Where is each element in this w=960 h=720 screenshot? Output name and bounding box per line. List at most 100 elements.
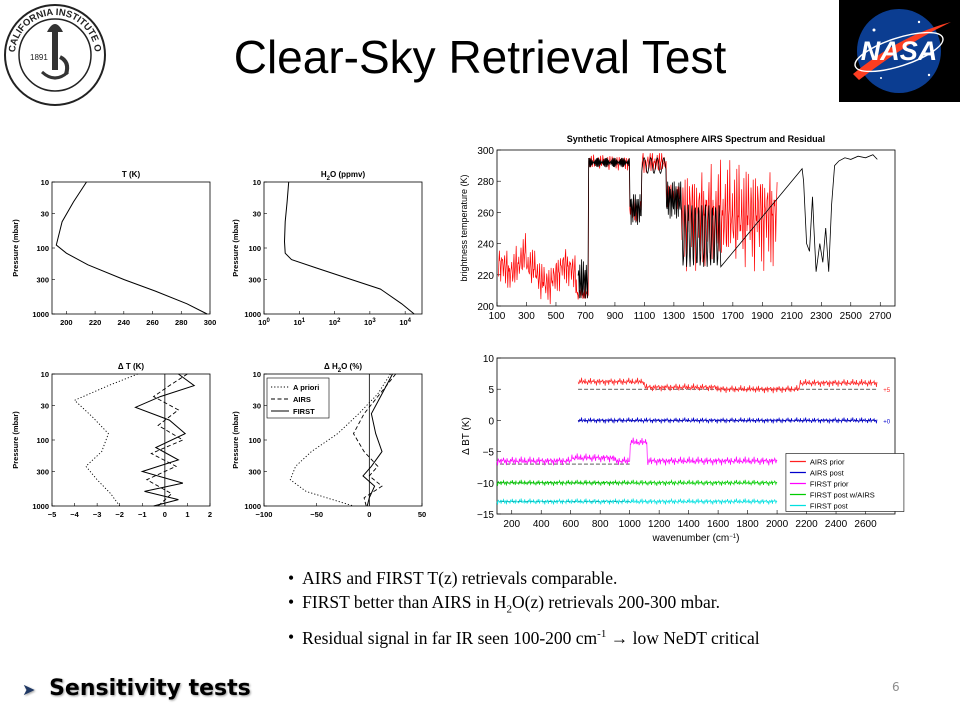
x-tick-label: 1200 — [648, 519, 671, 530]
slide-title: Clear-Sky Retrieval Test — [233, 31, 727, 83]
series-line-first — [362, 373, 393, 507]
x-tick-label: 0 — [163, 510, 167, 519]
legend-label: AIRS post — [810, 468, 845, 477]
x-tick-label: 0 — [367, 510, 371, 519]
y-tick-label: −15 — [477, 510, 494, 521]
nasa-logo: NASA — [839, 0, 960, 102]
x-tick-label: 260 — [146, 318, 159, 327]
legend-label: AIRS — [293, 395, 311, 404]
series-line-first-post-w-airs — [496, 479, 778, 487]
y-tick-label: 240 — [477, 240, 494, 251]
bullet-item: AIRS and FIRST T(z) retrievals comparabl… — [288, 568, 960, 589]
legend-label: FIRST — [293, 407, 315, 416]
x-tick-label: 1700 — [722, 311, 745, 322]
series-line-a-priori — [289, 373, 391, 507]
series-line-airs-prior — [577, 377, 878, 394]
plot-frame — [496, 149, 896, 307]
series-line-red — [498, 153, 778, 305]
y-tick-label: 30 — [41, 209, 49, 218]
series-line-airs-post — [577, 416, 878, 425]
x-tick-label: 1900 — [751, 311, 774, 322]
x-tick-label: 240 — [118, 318, 131, 327]
x-tick-label: 2200 — [795, 519, 818, 530]
bullet-list: AIRS and FIRST T(z) retrievals comparabl… — [288, 568, 960, 651]
x-tick-label: −100 — [256, 510, 273, 519]
x-tick-label: −5 — [48, 510, 57, 519]
series-line-0 — [55, 181, 208, 315]
x-tick-label: 2500 — [840, 311, 863, 322]
y-tick-label: 0 — [488, 416, 494, 427]
bullet-item: Residual signal in far IR seen 100-200 c… — [288, 624, 960, 649]
x-tick-label: 50 — [418, 510, 426, 519]
x-tick-label: 300 — [518, 311, 535, 322]
y-tick-label: 10 — [41, 178, 49, 187]
x-tick-label: 200 — [60, 318, 73, 327]
x-tick-label: 100 — [489, 311, 506, 322]
y-tick-label: 10 — [41, 370, 49, 379]
y-tick-label: 260 — [477, 208, 494, 219]
y-tick-label: 1000 — [244, 502, 261, 511]
x-tick-label: 1400 — [678, 519, 701, 530]
y-tick-label: 1000 — [32, 310, 49, 319]
x-axis-label: wavenumber (cm−1) — [652, 533, 740, 544]
x-tick-label: 1000 — [619, 519, 642, 530]
y-tick-label: 300 — [36, 275, 49, 284]
legend-label: FIRST post — [810, 501, 849, 510]
y-tick-label: 10 — [253, 370, 261, 379]
legend-label: AIRS prior — [810, 457, 845, 466]
y-tick-label: 10 — [253, 178, 261, 187]
x-tick-label: 1100 — [634, 311, 656, 322]
y-tick-label: 100 — [248, 436, 261, 445]
x-tick-label: 2100 — [781, 311, 804, 322]
offset-label: +5 — [883, 388, 891, 394]
x-tick-label: 200 — [503, 519, 520, 530]
y-tick-label: 100 — [36, 436, 49, 445]
page-number: 6 — [892, 680, 900, 694]
offset-label: +0 — [883, 419, 891, 425]
legend-label: FIRST post w/AIRS — [810, 490, 875, 499]
x-tick-label: 1600 — [707, 519, 730, 530]
chart-title: T (K) — [122, 170, 141, 179]
x-tick-label: 2000 — [766, 519, 789, 530]
y-axis-label: Δ BT (K) — [461, 417, 472, 455]
x-tick-label: −4 — [70, 510, 79, 519]
x-tick-label: 400 — [533, 519, 550, 530]
x-tick-label: 1300 — [663, 311, 686, 322]
temperature-profile-chart: T (K) Pressure (mbar) 10 30 100 300 1000 200 220… — [8, 160, 223, 334]
svg-text:NASA: NASA — [861, 36, 938, 66]
delta-temperature-chart: Δ T (K) Pressure (mbar) 10 30 100 300 1000 −5 −4… — [8, 348, 223, 532]
y-tick-label: −10 — [477, 479, 494, 490]
x-tick-label: 900 — [607, 311, 624, 322]
bullet-item: FIRST better than AIRS in H2O(z) retriev… — [288, 592, 960, 621]
residual-chart: Δ BT (K) wavenumber (cm−1) −15 −10 −5 0 5 10 200… — [455, 352, 915, 556]
x-tick-label: 104 — [399, 318, 411, 327]
y-tick-label: 30 — [253, 401, 261, 410]
y-tick-label: −5 — [483, 448, 495, 459]
x-tick-label: 2700 — [869, 311, 892, 322]
x-tick-label: 700 — [577, 311, 594, 322]
y-axis-label: Pressure (mbar) — [231, 219, 240, 277]
y-tick-label: 30 — [253, 209, 261, 218]
chart-title: Δ H2O (%) — [324, 362, 362, 374]
x-tick-label: 220 — [89, 318, 102, 327]
chart-title: Synthetic Tropical Atmosphere AIRS Spect… — [567, 134, 825, 144]
water-vapor-profile-chart: H2O (ppmv) Pressure (mbar) 10 30 100 300 1000 1… — [228, 160, 428, 334]
y-tick-label: 1000 — [244, 310, 261, 319]
chart-title: Δ T (K) — [118, 362, 145, 371]
delta-water-vapor-chart: Δ H2O (%) Pressure (mbar) 10 30 100 300 1000 −1… — [228, 348, 428, 532]
y-axis-label: Pressure (mbar) — [11, 219, 20, 277]
x-tick-label: 500 — [548, 311, 565, 322]
x-tick-label: 101 — [293, 318, 305, 327]
x-tick-label: 2400 — [825, 519, 848, 530]
y-axis-label: Pressure (mbar) — [231, 411, 240, 469]
y-tick-label: 300 — [477, 146, 494, 157]
y-tick-label: 220 — [477, 271, 494, 282]
y-axis-label: brightness temperature (K) — [459, 174, 469, 281]
y-tick-label: 300 — [248, 467, 261, 476]
y-tick-label: 300 — [36, 467, 49, 476]
y-tick-label: 100 — [36, 244, 49, 253]
legend-label: FIRST prior — [810, 479, 849, 488]
arrow-bullet-icon: ➤ — [22, 680, 36, 699]
x-tick-label: −2 — [115, 510, 124, 519]
x-tick-label: 100 — [258, 318, 270, 327]
